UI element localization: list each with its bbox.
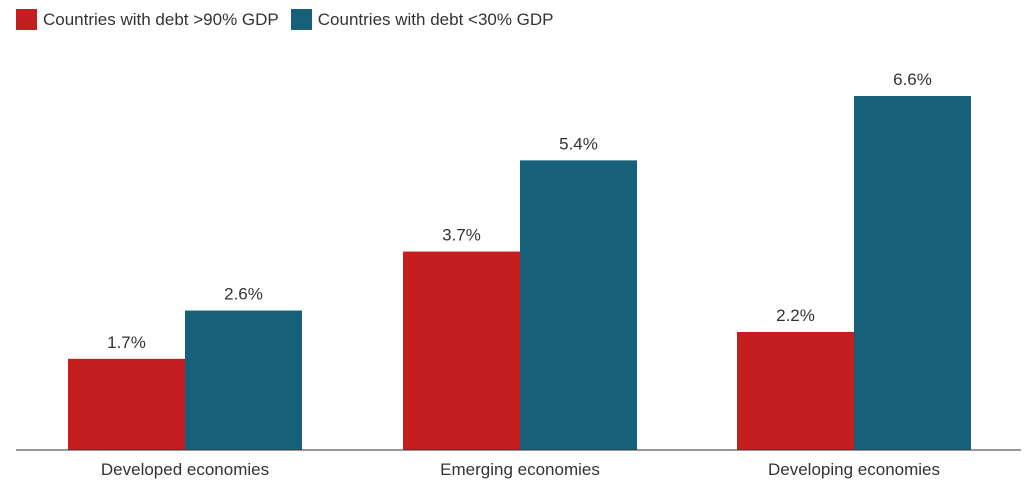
value-label-emerging-high-debt: 3.7% — [442, 226, 481, 245]
category-label-emerging: Emerging economies — [440, 460, 600, 479]
value-label-emerging-low-debt: 5.4% — [559, 134, 598, 153]
bar-developed-high-debt — [68, 358, 185, 450]
value-labels-group: 1.7% 2.6% 3.7% 5.4% 2.2% 6.6% — [107, 70, 932, 352]
legend-swatch-high-debt — [16, 9, 37, 30]
legend-item-low-debt: Countries with debt <30% GDP — [290, 9, 554, 30]
bar-developing-high-debt — [737, 332, 854, 450]
value-label-developed-low-debt: 2.6% — [224, 285, 263, 304]
value-label-developing-high-debt: 2.2% — [776, 306, 815, 325]
legend-label-high-debt: Countries with debt >90% GDP — [43, 9, 279, 29]
bar-emerging-high-debt — [403, 251, 520, 450]
bar-developed-low-debt — [185, 310, 302, 450]
category-labels-group: Developed economies Emerging economies Dev… — [101, 460, 940, 479]
bars-group — [68, 96, 971, 450]
legend-label-low-debt: Countries with debt <30% GDP — [317, 9, 554, 29]
category-label-developing: Developing economies — [768, 460, 940, 479]
value-label-developing-low-debt: 6.6% — [893, 70, 932, 89]
bar-emerging-low-debt — [520, 160, 637, 450]
legend-swatch-low-debt — [290, 9, 312, 30]
chart-legend: Countries with debt >90% GDP Countries w… — [16, 9, 566, 30]
bar-developing-low-debt — [854, 96, 971, 450]
legend-item-high-debt: Countries with debt >90% GDP — [16, 9, 279, 30]
category-label-developed: Developed economies — [101, 460, 269, 479]
value-label-developed-high-debt: 1.7% — [107, 333, 146, 352]
